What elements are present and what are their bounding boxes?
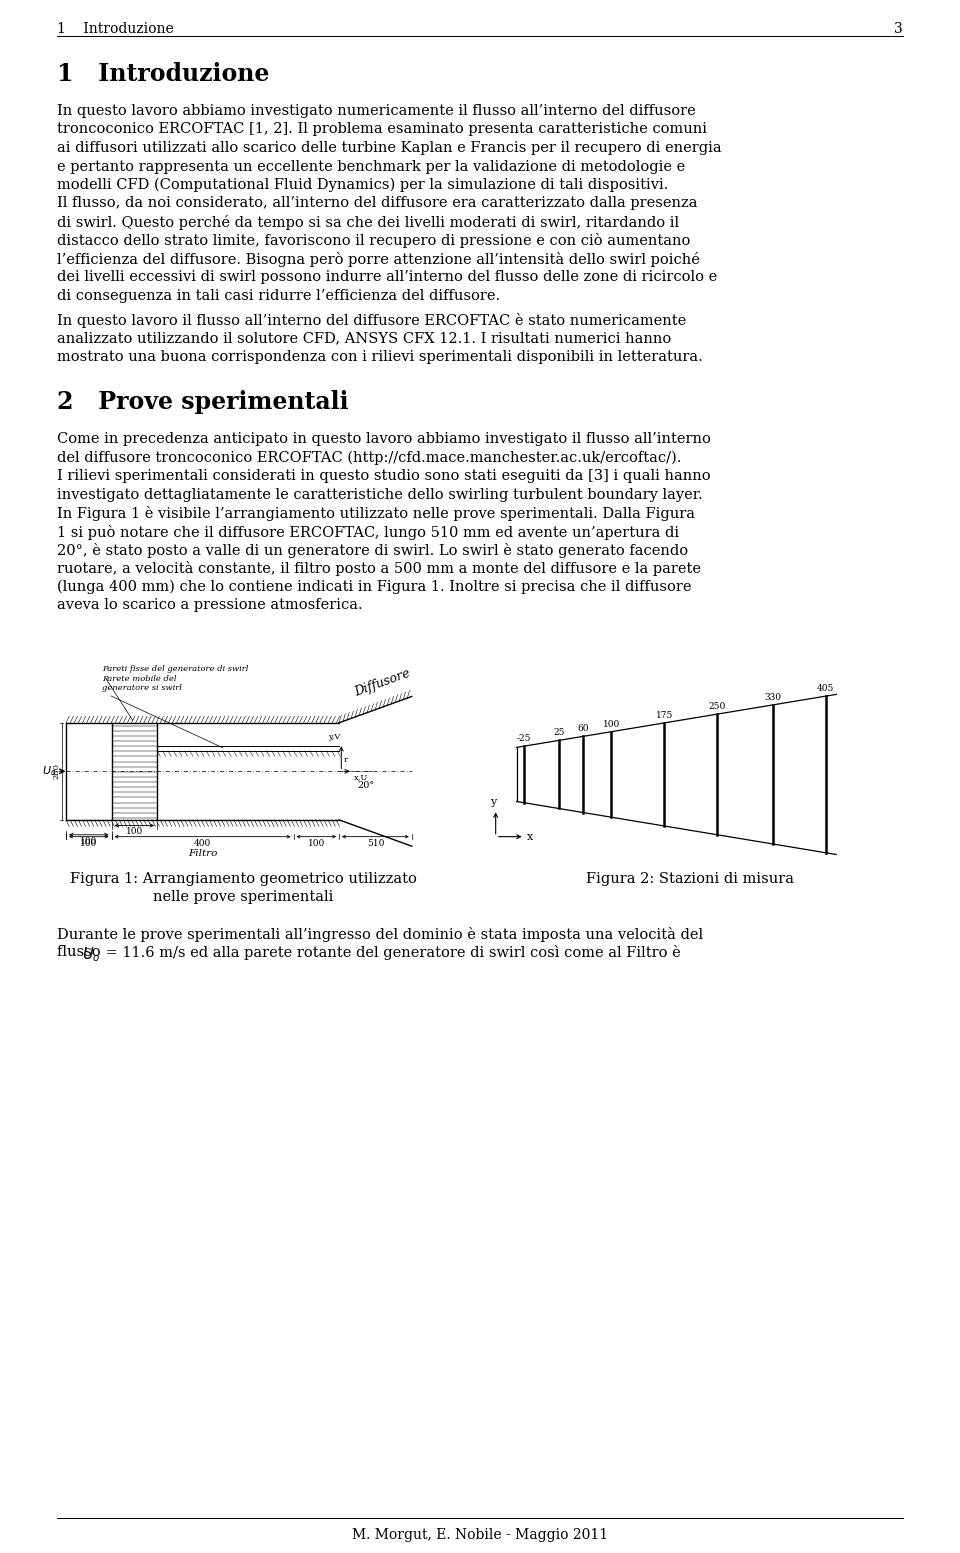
- Text: (lunga 400 mm) che lo contiene indicati in Figura 1. Inoltre si precisa che il d: (lunga 400 mm) che lo contiene indicati …: [57, 579, 691, 595]
- Text: Figura 2: Stazioni di misura: Figura 2: Stazioni di misura: [586, 871, 794, 887]
- Text: 280: 280: [53, 764, 60, 780]
- Text: 1 si può notare che il diffusore ERCOFTAC, lungo 510 mm ed avente un’apertura di: 1 si può notare che il diffusore ERCOFTA…: [57, 525, 679, 539]
- Text: In questo lavoro il flusso all’interno del diffusore ERCOFTAC è stato numericame: In questo lavoro il flusso all’interno d…: [57, 312, 686, 328]
- Text: In Figura 1 è visibile l’arrangiamento utilizzato nelle prove sperimentali. Dall: In Figura 1 è visibile l’arrangiamento u…: [57, 506, 695, 520]
- Text: x: x: [527, 832, 534, 842]
- Text: distacco dello strato limite, favoriscono il recupero di pressione e con ciò aum: distacco dello strato limite, favoriscon…: [57, 233, 690, 248]
- Text: Figura 1: Arrangiamento geometrico utilizzato: Figura 1: Arrangiamento geometrico utili…: [70, 871, 417, 887]
- Text: di conseguenza in tali casi ridurre l’efficienza del diffusore.: di conseguenza in tali casi ridurre l’ef…: [57, 289, 500, 303]
- Text: 100: 100: [603, 719, 620, 728]
- Text: dei livelli eccessivi di swirl possono indurre all’interno del flusso delle zone: dei livelli eccessivi di swirl possono i…: [57, 270, 717, 284]
- Text: di swirl. Questo perché da tempo si sa che dei livelli moderati di swirl, ritard: di swirl. Questo perché da tempo si sa c…: [57, 214, 679, 230]
- Text: -25: -25: [516, 735, 531, 744]
- Text: Il flusso, da noi considerato, all’interno del diffusore era caratterizzato dall: Il flusso, da noi considerato, all’inter…: [57, 197, 698, 211]
- Text: 20°: 20°: [357, 781, 374, 790]
- Text: 330: 330: [764, 693, 781, 702]
- Text: = 11.6 m/s ed alla parete rotante del generatore di swirl così come al Filtro è: = 11.6 m/s ed alla parete rotante del ge…: [101, 946, 681, 960]
- Text: del diffusore troncoconico ERCOFTAC (http://cfd.mace.manchester.ac.uk/ercoftac/): del diffusore troncoconico ERCOFTAC (htt…: [57, 450, 682, 464]
- Text: Filtro: Filtro: [188, 849, 217, 857]
- Text: 100: 100: [81, 837, 98, 846]
- Text: 25: 25: [553, 728, 564, 738]
- Text: 2   Prove sperimentali: 2 Prove sperimentali: [57, 390, 348, 415]
- Text: Parete mobile del
generatore si swirl: Parete mobile del generatore si swirl: [103, 676, 223, 747]
- Text: 60: 60: [578, 724, 589, 733]
- Text: troncoconico ERCOFTAC [1, 2]. Il problema esaminato presenta caratteristiche com: troncoconico ERCOFTAC [1, 2]. Il problem…: [57, 123, 707, 137]
- Text: x,U: x,U: [354, 773, 369, 781]
- Text: M. Morgut, E. Nobile - Maggio 2011: M. Morgut, E. Nobile - Maggio 2011: [352, 1528, 608, 1542]
- Text: flusso: flusso: [57, 946, 106, 960]
- Text: e pertanto rappresenta un eccellente benchmark per la validazione di metodologie: e pertanto rappresenta un eccellente ben…: [57, 160, 685, 174]
- Text: mostrato una buona corrispondenza con i rilievi sperimentali disponibili in lett: mostrato una buona corrispondenza con i …: [57, 349, 703, 363]
- Text: I rilievi sperimentali considerati in questo studio sono stati eseguiti da [3] i: I rilievi sperimentali considerati in qu…: [57, 469, 710, 483]
- Text: 20°, è stato posto a valle di un generatore di swirl. Lo swirl è stato generato : 20°, è stato posto a valle di un generat…: [57, 544, 688, 558]
- Text: ruotare, a velocità constante, il filtro posto a 500 mm a monte del diffusore e : ruotare, a velocità constante, il filtro…: [57, 562, 701, 576]
- Text: investigato dettagliatamente le caratteristiche dello swirling turbulent boundar: investigato dettagliatamente le caratter…: [57, 488, 703, 502]
- Text: 405: 405: [817, 683, 834, 693]
- Text: modelli CFD (Computational Fluid Dynamics) per la simulazione di tali dispositiv: modelli CFD (Computational Fluid Dynamic…: [57, 179, 668, 193]
- Text: 100: 100: [81, 840, 98, 848]
- Text: Come in precedenza anticipato in questo lavoro abbiamo investigato il flusso all: Come in precedenza anticipato in questo …: [57, 432, 710, 446]
- Text: 1   Introduzione: 1 Introduzione: [57, 62, 270, 85]
- Text: 400: 400: [194, 840, 211, 848]
- Text: Durante le prove sperimentali all’ingresso del dominio è stata imposta una veloc: Durante le prove sperimentali all’ingres…: [57, 927, 703, 943]
- Text: l’efficienza del diffusore. Bisogna però porre attenzione all’intensità dello sw: l’efficienza del diffusore. Bisogna però…: [57, 252, 700, 267]
- Text: y: y: [490, 797, 496, 808]
- Text: 1    Introduzione: 1 Introduzione: [57, 22, 174, 36]
- Text: r: r: [344, 756, 348, 764]
- Text: In questo lavoro abbiamo investigato numericamente il flusso all’interno del dif: In questo lavoro abbiamo investigato num…: [57, 104, 696, 118]
- Text: 3: 3: [895, 22, 903, 36]
- Text: 175: 175: [656, 711, 673, 721]
- Text: ai diffusori utilizzati allo scarico delle turbine Kaplan e Francis per il recup: ai diffusori utilizzati allo scarico del…: [57, 141, 722, 155]
- Text: $U_o$: $U_o$: [41, 764, 56, 778]
- Text: 100: 100: [307, 840, 324, 848]
- Text: Diffusore: Diffusore: [352, 666, 412, 699]
- Text: 510: 510: [367, 840, 384, 848]
- Text: y,V: y,V: [327, 733, 340, 741]
- Text: analizzato utilizzando il solutore CFD, ANSYS CFX 12.1. I risultati numerici han: analizzato utilizzando il solutore CFD, …: [57, 331, 671, 345]
- Text: $U_o$: $U_o$: [83, 946, 101, 964]
- Text: Pareti fisse del generatore di swirl: Pareti fisse del generatore di swirl: [103, 665, 249, 721]
- Text: 250: 250: [708, 702, 726, 711]
- Text: 100: 100: [126, 828, 143, 837]
- Text: aveva lo scarico a pressione atmosferica.: aveva lo scarico a pressione atmosferica…: [57, 598, 363, 612]
- Text: nelle prove sperimentali: nelle prove sperimentali: [154, 890, 334, 904]
